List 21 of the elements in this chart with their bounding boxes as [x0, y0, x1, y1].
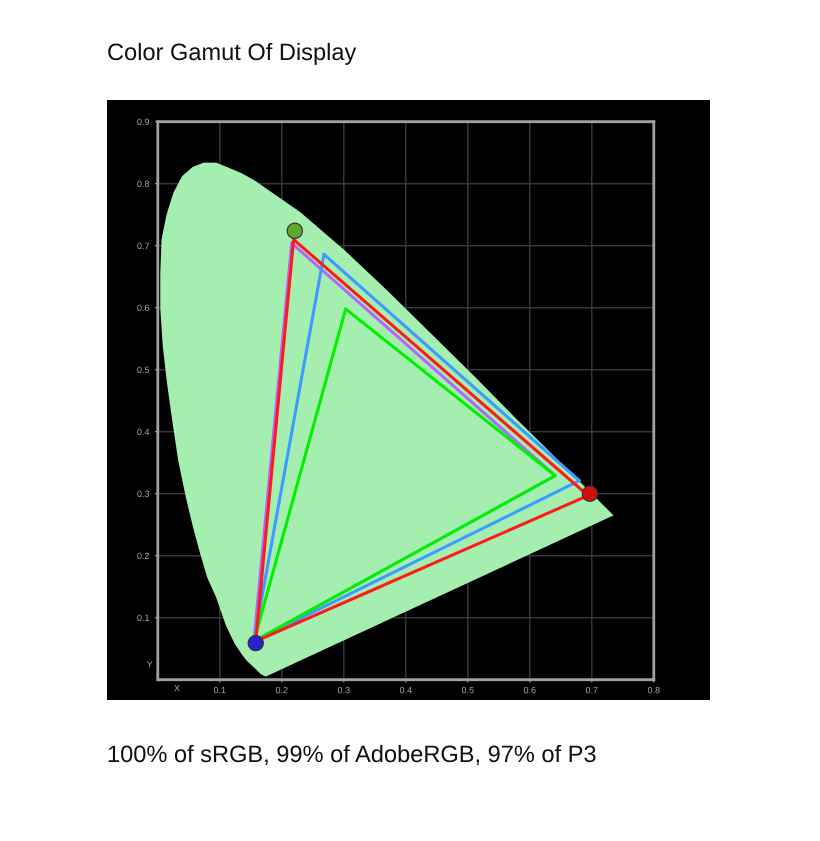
y-tick-label: 0.6: [137, 304, 150, 312]
y-tick-label: 0.3: [137, 490, 150, 498]
y-tick-label: 0.8: [137, 180, 150, 188]
y-tick-label: 0.4: [137, 428, 150, 436]
y-tick-label: 0.2: [137, 552, 150, 560]
x-tick-label: 0.2: [276, 686, 288, 694]
x-tick-label: 0.7: [586, 686, 598, 694]
x-tick-label: 0.8: [648, 686, 660, 694]
x-tick-label: 0.5: [462, 686, 474, 694]
chart-title: Color Gamut Of Display: [108, 42, 356, 65]
y-tick-label: 0.7: [137, 242, 150, 250]
y-tick-label: 0.5: [137, 366, 150, 374]
x-tick-label: 0.6: [524, 686, 536, 694]
x-tick-label: 0.1: [214, 686, 226, 694]
y-tick-label: 0.1: [137, 614, 150, 622]
x-tick-label: 0.4: [400, 686, 412, 694]
y-axis-title: Y: [146, 661, 153, 668]
y-tick-label: 0.9: [137, 118, 150, 126]
x-tick-label: 0.3: [338, 686, 350, 694]
x-axis-title: X: [174, 685, 180, 692]
text: 100% of sRGB, 99% of AdobeRGB, 97% of P3: [108, 744, 596, 766]
